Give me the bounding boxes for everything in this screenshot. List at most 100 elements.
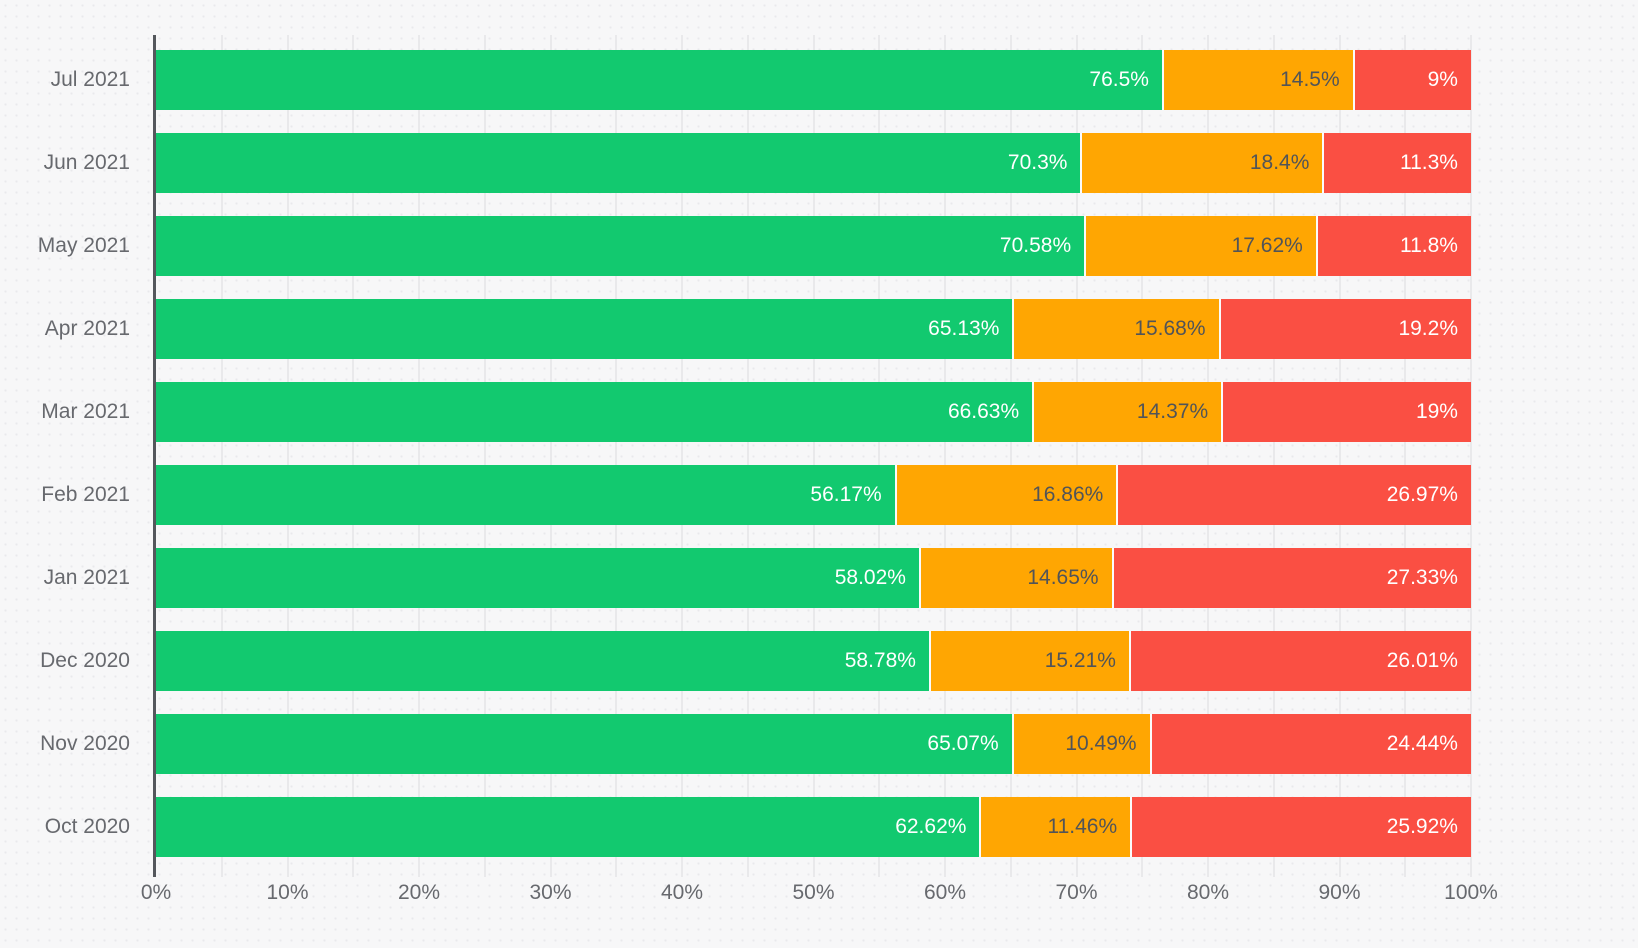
segment-value-label: 9% — [1427, 68, 1458, 91]
gridline — [483, 35, 486, 877]
segment-value-label: 26.01% — [1386, 649, 1458, 672]
bar-segment-green[interactable]: 70.58% — [156, 216, 1085, 276]
segment-value-label: 10.49% — [1065, 732, 1137, 755]
x-axis-tick-label: 80% — [1186, 881, 1230, 904]
bar-segment-orange[interactable]: 14.65% — [918, 548, 1112, 608]
gridline — [1338, 35, 1341, 877]
gridline — [944, 35, 946, 877]
gridline — [1404, 35, 1407, 877]
segment-value-label: 65.07% — [927, 732, 999, 755]
bar-segment-red[interactable]: 19.2% — [1218, 299, 1471, 359]
bar-segment-orange[interactable]: 16.86% — [894, 465, 1117, 525]
bar-segment-orange[interactable]: 18.4% — [1080, 133, 1323, 193]
segment-value-label: 14.5% — [1280, 68, 1340, 91]
bar-segment-green[interactable]: 65.13% — [156, 299, 1013, 359]
x-axis-tick-label: 10% — [266, 881, 309, 904]
segment-value-label: 11.8% — [1399, 234, 1458, 257]
bar-segment-red[interactable]: 26.01% — [1128, 631, 1471, 691]
gridline — [1141, 35, 1144, 877]
x-axis-tick-label: 70% — [1055, 881, 1098, 904]
bar-segment-green[interactable]: 65.07% — [156, 714, 1012, 774]
bar-segment-green[interactable]: 58.78% — [156, 631, 929, 691]
gridline — [878, 35, 881, 877]
bar-row: 65.07% 10.49% 24.44% — [156, 714, 1471, 774]
x-axis-tick-label: 90% — [1318, 881, 1361, 904]
bar-segment-red[interactable]: 9% — [1352, 50, 1471, 110]
bar-segment-red[interactable]: 11.8% — [1315, 216, 1471, 276]
bar-segment-green[interactable]: 76.5% — [156, 50, 1162, 110]
bar-segment-red[interactable]: 19% — [1221, 382, 1471, 442]
x-axis-tick-label: 60% — [923, 881, 967, 904]
bar-segment-orange[interactable]: 11.46% — [979, 797, 1131, 857]
segment-value-label: 25.92% — [1386, 815, 1458, 838]
bar-segment-green[interactable]: 70.3% — [156, 133, 1081, 193]
category-label: Jul 2021 — [50, 68, 130, 91]
x-axis-tick-label: 30% — [529, 881, 572, 904]
segment-value-label: 16.86% — [1032, 483, 1104, 506]
bar-segment-red[interactable]: 11.3% — [1322, 133, 1471, 193]
gridline — [1075, 35, 1078, 877]
category-label: May 2021 — [37, 234, 130, 257]
segment-value-label: 70.3% — [1007, 151, 1068, 174]
bar-row: 65.13% 15.68% 19.2% — [156, 299, 1471, 359]
segment-value-label: 14.65% — [1027, 566, 1099, 589]
segment-value-label: 24.44% — [1386, 732, 1458, 755]
segment-value-label: 26.97% — [1386, 483, 1458, 506]
bar-row: 76.5% 14.5% 9% — [156, 50, 1471, 110]
bar-row: 70.58% 17.62% 11.8% — [156, 216, 1471, 276]
bar-segment-green[interactable]: 56.17% — [156, 465, 895, 525]
gridline — [812, 35, 815, 877]
gridline — [681, 35, 683, 877]
bar-row: 66.63% 14.37% 19% — [156, 382, 1471, 442]
gridline — [418, 35, 420, 877]
segment-value-label: 58.78% — [844, 649, 916, 672]
segment-value-label: 70.58% — [999, 234, 1072, 257]
category-label: Dec 2020 — [40, 649, 130, 672]
segment-value-label: 76.5% — [1089, 68, 1149, 91]
gridline — [1272, 35, 1275, 877]
category-label: Oct 2020 — [44, 815, 130, 838]
gridline — [286, 35, 289, 877]
segment-value-label: 18.4% — [1249, 151, 1310, 174]
category-label: Apr 2021 — [44, 317, 130, 340]
x-axis-tick-label: 100% — [1444, 881, 1498, 904]
bar-segment-green[interactable]: 62.62% — [156, 797, 980, 857]
gridline — [1470, 35, 1472, 877]
gridline — [1009, 35, 1012, 877]
bar-segment-orange[interactable]: 15.21% — [928, 631, 1129, 691]
segment-value-label: 19% — [1415, 400, 1458, 423]
segment-value-label: 17.62% — [1231, 234, 1303, 257]
bar-segment-orange[interactable]: 14.37% — [1032, 382, 1222, 442]
segment-value-label: 27.33% — [1386, 566, 1458, 589]
category-label: Feb 2021 — [41, 483, 130, 506]
gridline — [352, 35, 355, 877]
bar-segment-red[interactable]: 27.33% — [1111, 548, 1471, 608]
bar-row: 58.78% 15.21% 26.01% — [156, 631, 1471, 691]
bar-segment-orange[interactable]: 15.68% — [1012, 299, 1219, 359]
x-axis-tick-label: 20% — [397, 881, 441, 904]
bar-row: 62.62% 11.46% 25.92% — [156, 797, 1471, 857]
segment-value-label: 19.2% — [1398, 317, 1458, 340]
gridline — [615, 35, 618, 877]
bar-segment-orange[interactable]: 14.5% — [1161, 50, 1353, 110]
gridline — [1207, 35, 1209, 877]
x-axis-tick-label: 40% — [660, 881, 704, 904]
bar-segment-red[interactable]: 24.44% — [1149, 714, 1471, 774]
bar-segment-green[interactable]: 66.63% — [156, 382, 1033, 442]
category-label: Mar 2021 — [41, 400, 130, 423]
y-axis-line — [153, 35, 156, 877]
bar-segment-orange[interactable]: 10.49% — [1011, 714, 1150, 774]
bar-segment-red[interactable]: 26.97% — [1116, 465, 1471, 525]
category-label: Jun 2021 — [43, 151, 130, 174]
bar-segment-orange[interactable]: 17.62% — [1084, 216, 1316, 276]
x-axis-tick-label: 50% — [792, 881, 835, 904]
gridline — [746, 35, 749, 877]
bar-segment-red[interactable]: 25.92% — [1130, 797, 1471, 857]
x-axis-tick-label: 0% — [140, 881, 172, 904]
gridline — [220, 35, 223, 877]
bar-row: 56.17% 16.86% 26.97% — [156, 465, 1471, 525]
category-label: Nov 2020 — [40, 732, 130, 755]
bar-row: 58.02% 14.65% 27.33% — [156, 548, 1471, 608]
segment-value-label: 11.46% — [1047, 815, 1118, 838]
bar-segment-green[interactable]: 58.02% — [156, 548, 919, 608]
